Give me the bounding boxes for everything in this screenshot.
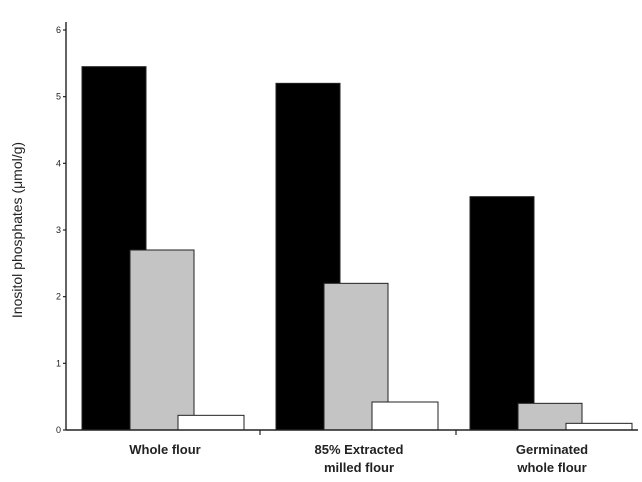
bar: [129, 249, 195, 431]
bar: [371, 401, 439, 431]
category-labels-group: Whole flour 85% Extracted milled flour Germ…: [129, 442, 588, 475]
y-tick-label: 4: [56, 158, 61, 168]
y-tick-label: 1: [56, 358, 61, 368]
bar: [177, 414, 245, 431]
y-tick-label: 6: [56, 25, 61, 35]
category-label: Whole flour: [129, 442, 201, 457]
bar: [469, 196, 535, 431]
y-tick-label: 0: [56, 425, 61, 435]
y-axis-label: Inositol phosphates (μmol/g): [9, 142, 25, 318]
y-tick-label: 3: [56, 225, 61, 235]
category-label: 85% Extracted: [315, 442, 404, 457]
category-label: Germinated: [516, 442, 588, 457]
y-ticks-group: 0 1 2 3 4 5 6: [56, 25, 66, 435]
y-tick-label: 5: [56, 92, 61, 102]
bar: [565, 422, 633, 431]
category-label: milled flour: [324, 460, 394, 475]
category-label: whole flour: [516, 460, 586, 475]
x-ticks-group: [259, 430, 457, 435]
y-tick-label: 2: [56, 292, 61, 302]
bars-group: [81, 66, 633, 431]
